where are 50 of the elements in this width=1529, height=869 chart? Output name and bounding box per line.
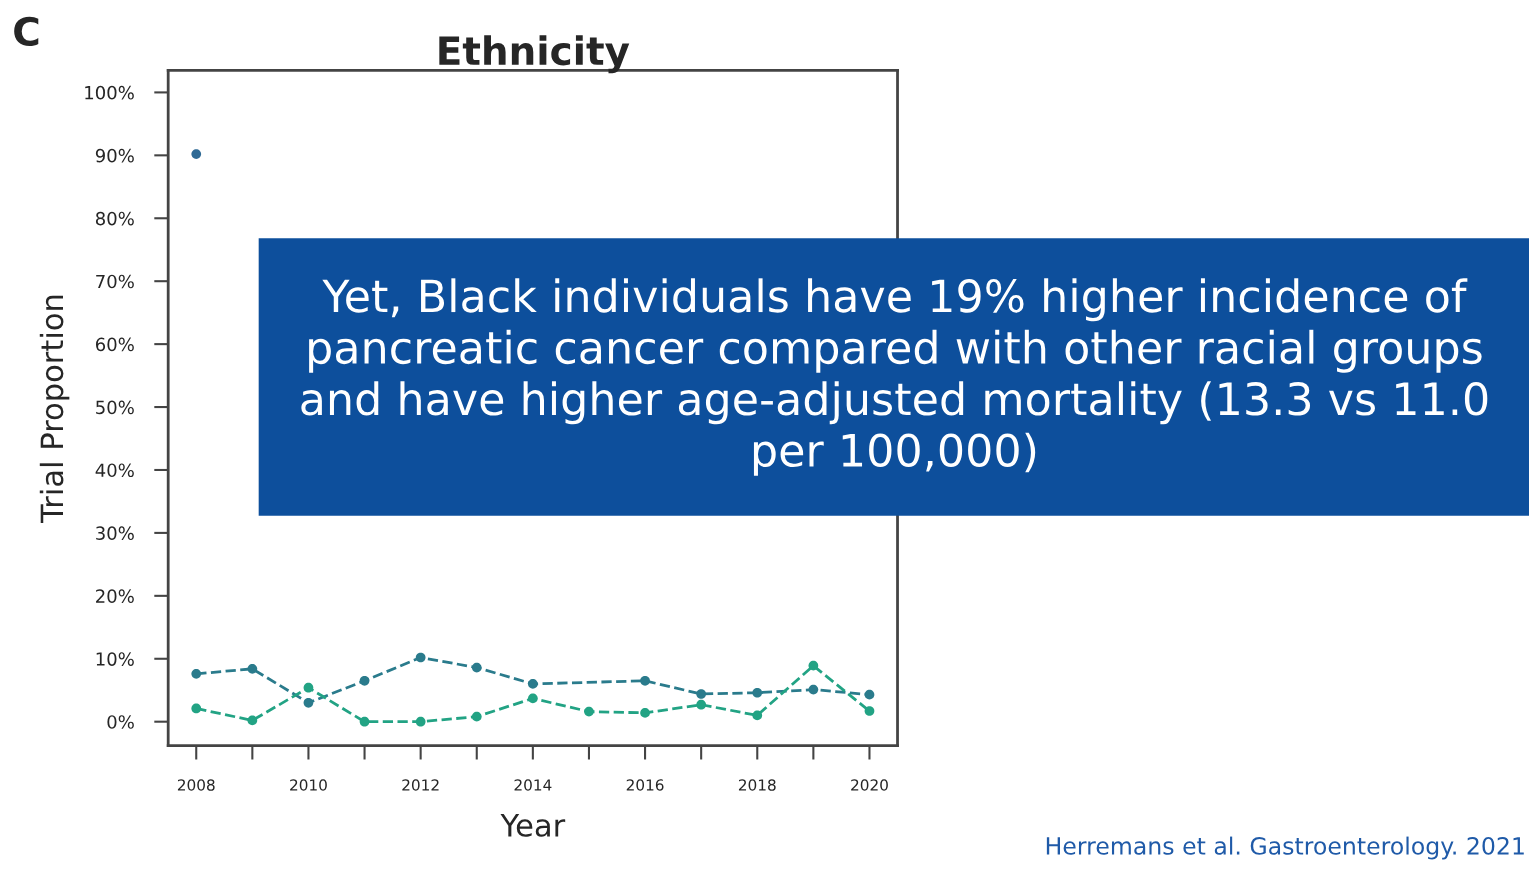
y-tick-label: 40% (95, 463, 134, 478)
y-tick-label: 80% (95, 211, 134, 226)
x-tick-label: 2016 (626, 779, 664, 791)
y-tick-label: 100% (85, 85, 134, 100)
point (303, 697, 314, 708)
x-tick-label: 2018 (738, 779, 776, 791)
y-axis-title: Trial Proportion (39, 295, 70, 523)
y-tick-label: 30% (96, 526, 134, 541)
point (415, 716, 426, 727)
point (696, 699, 707, 710)
point (864, 706, 875, 716)
text: C (14, 16, 39, 47)
point (415, 652, 426, 663)
y-tick-label: 50% (96, 400, 134, 415)
point (752, 687, 763, 698)
point (696, 689, 707, 699)
point (191, 669, 202, 679)
x-tick-label: 2008 (177, 779, 215, 791)
x-tick-label: 2020 (851, 779, 888, 791)
point (471, 711, 482, 722)
y-tick-label: 0% (107, 715, 134, 729)
x-tick-label: 2010 (290, 779, 327, 791)
point (808, 684, 819, 695)
point (640, 708, 650, 718)
chart-title: Ethnicity (439, 35, 630, 74)
text: Herremans et al. Gastroenterology. 2021 (1046, 836, 1524, 860)
y-tick-label: 20% (96, 589, 134, 603)
point (752, 710, 763, 721)
y-tick-label: 70% (96, 274, 134, 289)
point (303, 682, 314, 693)
y-tick-label: 10% (96, 652, 134, 666)
point (247, 715, 258, 726)
point (640, 675, 650, 686)
point (584, 706, 594, 717)
x-axis-title: Year (500, 814, 566, 837)
point (191, 149, 202, 159)
point (864, 689, 875, 700)
point (528, 693, 538, 704)
y-tick-label: 60% (95, 337, 134, 352)
y-tick-label: 90% (95, 148, 134, 163)
point (471, 662, 482, 673)
point (247, 663, 258, 674)
point (191, 703, 202, 714)
annotation: Yet, Black individuals have 19% higher incidence of pancreatic cancer compared with other racial groups and have higher age-adjusted mortality (13.3 vs 11.0 per 100,000) (301, 278, 1488, 476)
point (528, 679, 538, 689)
point (808, 660, 819, 671)
point (359, 716, 370, 727)
x-tick-label: 2012 (402, 779, 439, 791)
point (359, 675, 370, 686)
x-tick-label: 2014 (514, 779, 552, 791)
